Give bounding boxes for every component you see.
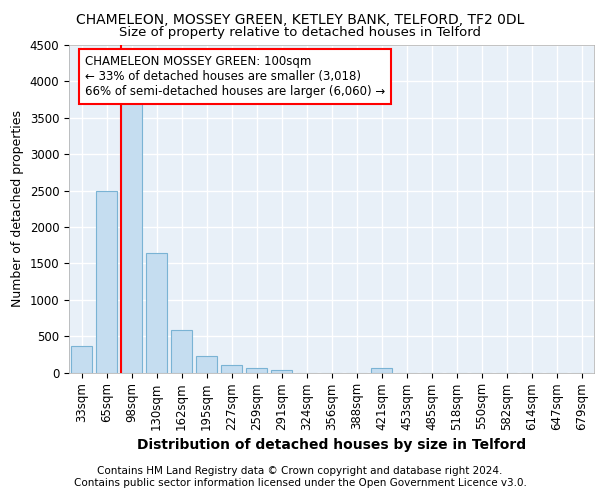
Bar	[246, 368, 267, 372]
Bar	[71, 346, 92, 372]
Bar	[171, 330, 192, 372]
Bar	[196, 356, 217, 372]
Bar	[96, 190, 117, 372]
Text: CHAMELEON MOSSEY GREEN: 100sqm
← 33% of detached houses are smaller (3,018)
66% : CHAMELEON MOSSEY GREEN: 100sqm ← 33% of …	[85, 55, 385, 98]
Text: Size of property relative to detached houses in Telford: Size of property relative to detached ho…	[119, 26, 481, 39]
Y-axis label: Number of detached properties: Number of detached properties	[11, 110, 24, 307]
Text: Contains HM Land Registry data © Crown copyright and database right 2024.
Contai: Contains HM Land Registry data © Crown c…	[74, 466, 526, 487]
Bar	[221, 365, 242, 372]
Bar	[371, 368, 392, 372]
X-axis label: Distribution of detached houses by size in Telford: Distribution of detached houses by size …	[137, 438, 526, 452]
Bar	[271, 370, 292, 372]
Bar	[121, 100, 142, 372]
Text: CHAMELEON, MOSSEY GREEN, KETLEY BANK, TELFORD, TF2 0DL: CHAMELEON, MOSSEY GREEN, KETLEY BANK, TE…	[76, 12, 524, 26]
Bar	[146, 253, 167, 372]
